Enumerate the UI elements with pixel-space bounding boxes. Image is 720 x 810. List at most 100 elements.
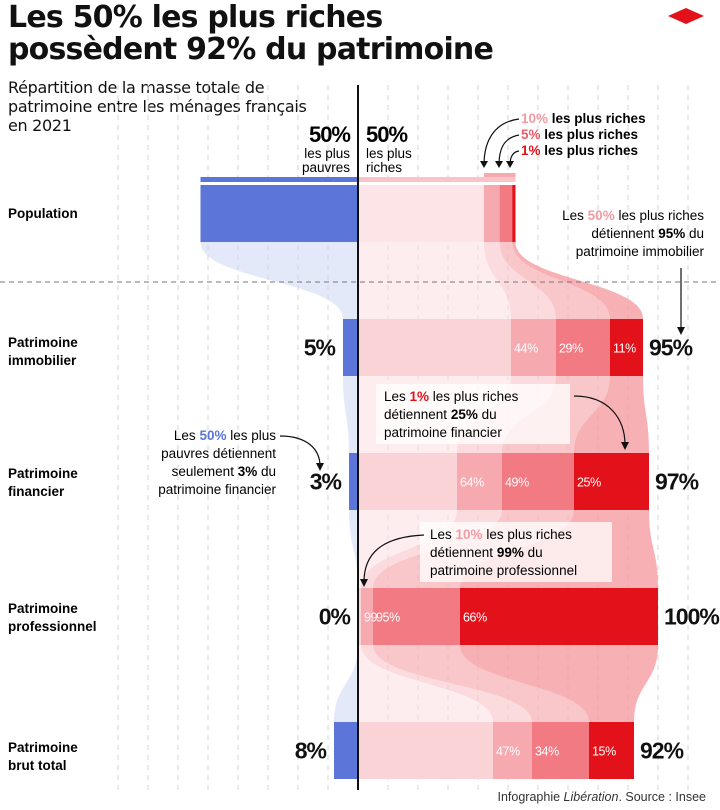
population-bar-poor (200, 185, 358, 242)
flow-band (484, 242, 643, 319)
value-label-poor: 8% (295, 738, 327, 764)
bars (200, 173, 658, 779)
flow-band (373, 510, 658, 588)
annotation-financier-poor: Les 50% les plus pauvres détiennent seul… (158, 428, 324, 497)
bar-top1 (610, 319, 643, 376)
row-label-immo-2: immobilier (8, 353, 77, 368)
bar-poor (349, 453, 358, 510)
flow-band (512, 242, 643, 319)
annotation-financier-rich-line2: détiennent 25% du (384, 407, 497, 422)
legend-top5: 5% les plus riches (521, 127, 638, 142)
title-line-2: possèdent 92% du patrimoine (8, 32, 494, 67)
value-label-top10: 47% (496, 745, 520, 759)
population-strip-rich (358, 177, 516, 182)
left-column-label-2: pauvres (302, 160, 350, 175)
value-label-top5: 34% (535, 745, 559, 759)
bar-top10 (457, 453, 649, 510)
flow-band (499, 242, 643, 319)
grid-lines (117, 85, 689, 790)
annotation-immobilier-line1: Les 50% les plus riches (562, 208, 704, 223)
annotation-financier-rich-line3: patrimoine financier (384, 425, 502, 440)
bar-rich (358, 722, 634, 779)
bar-poor (334, 722, 358, 779)
title-line-1: Les 50% les plus riches (8, 0, 383, 35)
value-label-top1: 25% (577, 476, 601, 490)
flow-band (358, 376, 649, 453)
annotation-financier-poor-line3: seulement 3% du (172, 464, 276, 479)
flow-band-poor (334, 645, 358, 722)
left-column-label-1: les plus (304, 146, 350, 161)
legend-top10: 10% les plus riches (521, 111, 646, 126)
footer-suffix: . Source : Insee (618, 790, 706, 804)
row-label-fin-1: Patrimoine (8, 466, 78, 481)
liberation-logo-icon (668, 8, 704, 24)
value-label-top10: 99 (364, 611, 378, 625)
flow-band-poor (200, 242, 358, 319)
value-label-poor: 5% (304, 335, 336, 361)
value-label-rich: 92% (640, 738, 684, 764)
population-bar-top5 (499, 185, 516, 242)
flow-band (361, 645, 658, 722)
row-label-pro-1: Patrimoine (8, 601, 78, 616)
flow-band-poor (349, 510, 358, 588)
annotation-financier-rich-line1: Les 1% les plus riches (384, 389, 519, 404)
bar-rich (358, 319, 643, 376)
population-bar-top1 (512, 185, 516, 242)
flow-band (502, 376, 649, 453)
flow-band (460, 645, 658, 722)
population-bar-top10 (484, 185, 516, 242)
flow-bands (200, 242, 658, 722)
bar-top5 (502, 453, 649, 510)
left-column-pct: 50% (309, 122, 350, 147)
bar-top5 (556, 319, 643, 376)
flow-band (358, 242, 643, 319)
row-label-pro-2: professionnel (8, 619, 97, 634)
chart-subtitle: Répartition de la masse totale de patrim… (8, 78, 307, 135)
annotation-financier-rich: Les 1% les plus riches détiennent 25% du… (376, 384, 629, 450)
annotation-immobilier-line3: patrimoine immobilier (576, 244, 705, 259)
annotation-financier-poor-line2: pauvres détiennent (161, 446, 276, 461)
bar-top5 (532, 722, 634, 779)
flow-band (358, 645, 658, 722)
footer-brand: Libération (563, 790, 619, 804)
annotation-professionnel-line2: détiennent 99% du (430, 545, 543, 560)
value-label-top1: 11% (613, 342, 636, 356)
footer-credit: Infographie Libération. Source : Insee (498, 790, 707, 804)
bar-top10 (493, 722, 634, 779)
value-label-top5: 95% (376, 611, 400, 625)
bar-top5 (373, 588, 658, 645)
annotation-professionnel-line1: Les 10% les plus riches (430, 527, 572, 542)
flow-band (457, 376, 649, 453)
annotation-financier-poor-line1: Les 50% les plus (174, 428, 276, 443)
annotation-immobilier-line2: détiennent 95% du (591, 226, 704, 241)
row-label-brut-2: brut total (8, 758, 67, 773)
value-label-poor: 3% (310, 469, 342, 495)
bar-top1 (574, 453, 649, 510)
bar-poor (343, 319, 358, 376)
value-label-top5: 49% (505, 476, 529, 490)
legend-arrowheads (480, 161, 514, 168)
value-label-top5: 29% (559, 342, 583, 356)
legend-top1: 1% les plus riches (521, 143, 638, 158)
right-column-pct: 50% (366, 122, 407, 147)
bar-top10 (361, 588, 658, 645)
row-label-fin-2: financier (8, 484, 65, 499)
flow-band (373, 645, 658, 722)
bar-top1 (460, 588, 658, 645)
population-bar-rich (358, 185, 516, 242)
value-label-top1: 15% (592, 745, 616, 759)
right-column-label-2: riches (366, 160, 402, 175)
flow-band (361, 510, 658, 588)
flow-band (574, 376, 649, 453)
chart-title: Les 50% les plus riches possèdent 92% du… (8, 2, 648, 66)
row-label-immo-1: Patrimoine (8, 335, 78, 350)
value-label-rich: 95% (649, 335, 693, 361)
value-label-top10: 64% (460, 476, 484, 490)
row-label-brut-1: Patrimoine (8, 740, 78, 755)
value-label-rich: 97% (655, 469, 699, 495)
population-strip-top10 (484, 173, 516, 177)
legend-arrows (483, 118, 520, 166)
flow-band-poor (343, 376, 358, 453)
annotation-professionnel: Les 10% les plus riches détiennent 99% d… (360, 522, 612, 587)
population-strip-poor (200, 177, 358, 182)
